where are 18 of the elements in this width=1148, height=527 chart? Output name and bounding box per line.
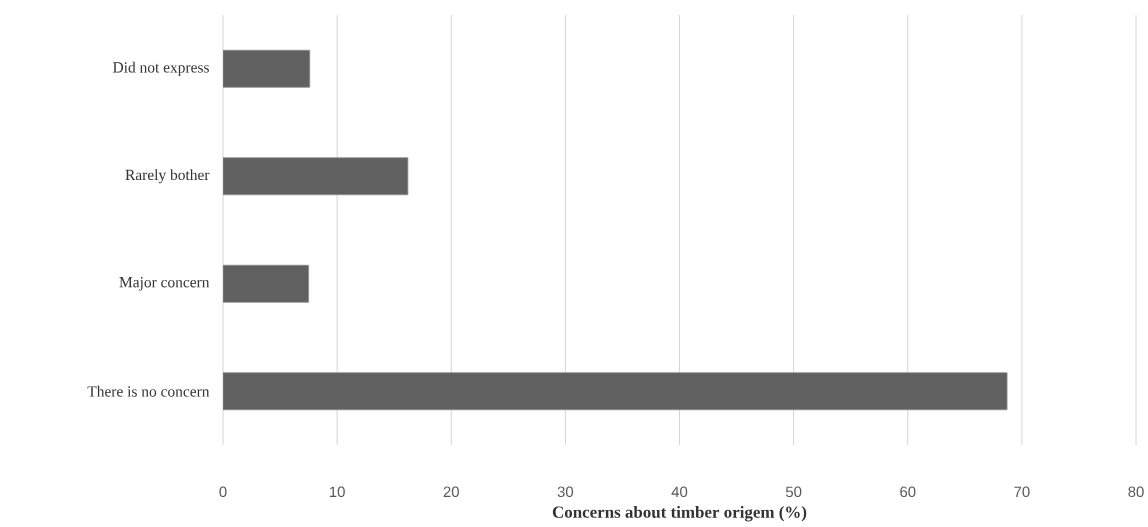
x-tick-label: 10 [329, 486, 345, 498]
x-tick-label: 20 [443, 486, 459, 498]
y-tick-label: There is no concern [87, 385, 210, 397]
bar [223, 49, 311, 88]
x-tick-label: 70 [1014, 486, 1030, 498]
bar [223, 264, 309, 303]
bar [223, 372, 1008, 411]
y-tick-label: Did not express [112, 61, 209, 76]
x-tick-label: 50 [785, 486, 802, 498]
y-tick-label: Rarely bother [125, 169, 210, 184]
x-tick-label: 0 [219, 486, 227, 498]
x-tick-label: 60 [900, 486, 916, 498]
y-tick-label: Major concern [119, 277, 210, 291]
x-tick-label: 40 [671, 486, 688, 498]
x-tick-label: 80 [1128, 486, 1144, 498]
x-tick-label: 30 [557, 486, 574, 498]
bar [223, 157, 409, 196]
x-axis-title: Concerns about timber origem (%) [552, 505, 807, 522]
